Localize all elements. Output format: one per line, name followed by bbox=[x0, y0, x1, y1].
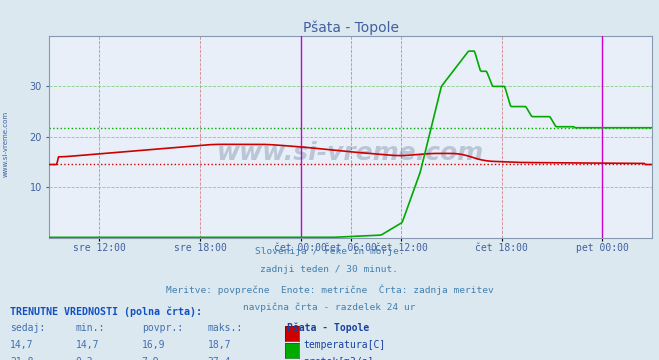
Text: 0,3: 0,3 bbox=[76, 357, 94, 360]
Text: www.si-vreme.com: www.si-vreme.com bbox=[2, 111, 9, 177]
Text: 14,7: 14,7 bbox=[76, 340, 100, 350]
Text: maks.:: maks.: bbox=[208, 323, 243, 333]
Text: 37,4: 37,4 bbox=[208, 357, 231, 360]
Text: Pšata - Topole: Pšata - Topole bbox=[287, 323, 369, 333]
Text: sedaj:: sedaj: bbox=[10, 323, 45, 333]
Text: 14,7: 14,7 bbox=[10, 340, 34, 350]
Text: 16,9: 16,9 bbox=[142, 340, 165, 350]
Text: 7,9: 7,9 bbox=[142, 357, 159, 360]
Text: TRENUTNE VREDNOSTI (polna črta):: TRENUTNE VREDNOSTI (polna črta): bbox=[10, 307, 202, 317]
Text: 18,7: 18,7 bbox=[208, 340, 231, 350]
Text: povpr.:: povpr.: bbox=[142, 323, 183, 333]
Title: Pšata - Topole: Pšata - Topole bbox=[303, 20, 399, 35]
Text: www.si-vreme.com: www.si-vreme.com bbox=[217, 141, 484, 165]
Text: Meritve: povprečne  Enote: metrične  Črta: zadnja meritev: Meritve: povprečne Enote: metrične Črta:… bbox=[165, 284, 494, 294]
Text: 21,8: 21,8 bbox=[10, 357, 34, 360]
Text: pretok[m3/s]: pretok[m3/s] bbox=[303, 357, 374, 360]
Text: Slovenija / reke in morje.: Slovenija / reke in morje. bbox=[255, 247, 404, 256]
Text: min.:: min.: bbox=[76, 323, 105, 333]
Text: temperatura[C]: temperatura[C] bbox=[303, 340, 386, 350]
Text: zadnji teden / 30 minut.: zadnji teden / 30 minut. bbox=[260, 265, 399, 274]
Text: navpična črta - razdelek 24 ur: navpična črta - razdelek 24 ur bbox=[243, 303, 416, 312]
